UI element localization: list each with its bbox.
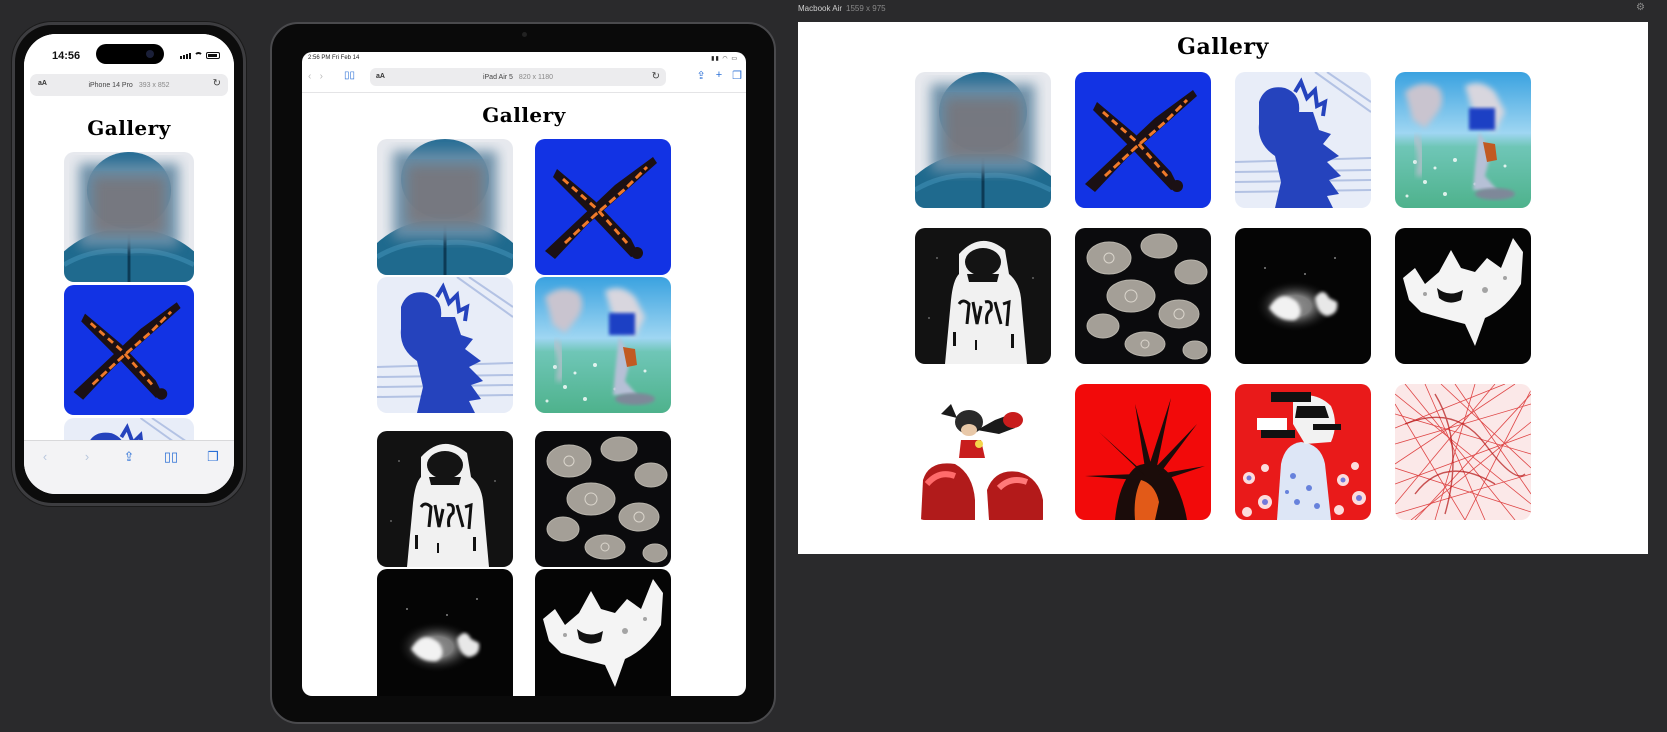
iphone-screen: 14:56 aA iPhone 14 Pro 393 x 852 ↻ Galle… [24, 34, 234, 494]
url-dims: 820 x 1180 [518, 73, 554, 81]
signal-icon [180, 53, 191, 59]
gallery-image-white-ghost[interactable] [535, 569, 671, 696]
gallery-image-red-collage[interactable] [1235, 384, 1371, 520]
macbook-label: Macbook Air 1559 x 975 [798, 4, 886, 13]
ipad-safari-bar: ‹ › ▯▯ aA iPad Air 5 820 x 1180 ↻ ⇪ + ❐ [302, 66, 746, 88]
gallery-image-hoodie-bw[interactable] [915, 228, 1051, 364]
url-dims: 393 x 852 [138, 81, 170, 89]
back-forward-icons[interactable]: ‹ › [308, 71, 323, 82]
status-time: 2:56 PM Fri Feb 14 [308, 55, 360, 61]
reload-icon[interactable]: ↻ [212, 78, 221, 89]
tabs-icon[interactable]: ❐ [207, 449, 219, 464]
reader-aa-button[interactable]: aA [376, 73, 385, 80]
gallery-image-blurred-portrait[interactable] [64, 152, 194, 282]
gallery-image-blurred-portrait[interactable] [377, 139, 513, 275]
new-tab-icon[interactable]: + [715, 69, 723, 81]
iphone-frame: 14:56 aA iPhone 14 Pro 393 x 852 ↻ Galle… [12, 22, 246, 506]
gallery-image-white-glow[interactable] [377, 569, 513, 696]
gallery-image-hoodie-bw[interactable] [377, 431, 513, 567]
gallery-image-white-ghost[interactable] [1395, 228, 1531, 364]
wifi-icon [194, 52, 203, 59]
ipad-page: Gallery [302, 92, 746, 696]
dynamic-island [96, 44, 164, 64]
page-title: Gallery [482, 103, 566, 127]
gallery-image-jellyfish[interactable] [1075, 228, 1211, 364]
device-dims: 1559 x 975 [846, 4, 886, 13]
sidebar-icon[interactable]: ▯▯ [344, 70, 356, 81]
gallery-image-blue-silhouette[interactable] [377, 277, 513, 413]
gallery-image-blue-bird[interactable] [535, 139, 671, 275]
gallery-image-robot-legs[interactable] [915, 384, 1051, 520]
iphone-page: Gallery [24, 104, 234, 440]
share-icon[interactable]: ⇪ [123, 449, 135, 464]
gallery-image-red-scribble[interactable] [1395, 384, 1531, 520]
settings-icon[interactable]: ⚙ [1636, 2, 1645, 13]
address-bar[interactable]: aA iPad Air 5 820 x 1180 ↻ [370, 68, 666, 86]
ipad-frame: 2:56 PM Fri Feb 14 ▮▮ ◠ ▭ ‹ › ▯▯ aA iPad… [270, 22, 776, 724]
battery-icon [206, 52, 220, 59]
back-icon[interactable]: ‹ [42, 449, 48, 464]
gallery-image-jellyfish[interactable] [535, 431, 671, 567]
gallery-image-blue-bird[interactable] [64, 285, 194, 415]
gallery-image-blurred-portrait[interactable] [915, 72, 1051, 208]
gallery-image-sky-skater[interactable] [1395, 72, 1531, 208]
url-label: iPad Air 5 [482, 73, 513, 81]
gallery-grid [915, 72, 1531, 520]
share-icon[interactable]: ⇪ [696, 70, 706, 82]
address-bar[interactable]: aA iPhone 14 Pro 393 x 852 ↻ [30, 74, 228, 96]
ipad-status-bar: 2:56 PM Fri Feb 14 ▮▮ ◠ ▭ [302, 52, 746, 66]
gallery-image-blue-bird[interactable] [1075, 72, 1211, 208]
safari-toolbar: ‹ › ⇪ ▯▯ ❐ [24, 440, 234, 494]
macbook-screen: Gallery [798, 22, 1648, 554]
gallery-image-white-glow[interactable] [1235, 228, 1371, 364]
reader-aa-button[interactable]: aA [38, 80, 47, 87]
status-icons [180, 52, 220, 59]
tabs-icon[interactable]: ❐ [732, 70, 742, 82]
gallery-image-sky-skater[interactable] [535, 277, 671, 413]
iphone-status-bar: 14:56 [24, 34, 234, 74]
reload-icon[interactable]: ↻ [651, 71, 660, 82]
gallery-image-red-spike[interactable] [1075, 384, 1211, 520]
page-title: Gallery [87, 116, 171, 140]
ipad-screen: 2:56 PM Fri Feb 14 ▮▮ ◠ ▭ ‹ › ▯▯ aA iPad… [302, 52, 746, 696]
ipad-actions: ⇪ + ❐ [696, 69, 742, 82]
page-title: Gallery [1177, 34, 1269, 60]
url-label: iPhone 14 Pro [88, 81, 133, 89]
forward-icon[interactable]: › [84, 449, 90, 464]
gallery-grid [377, 139, 671, 696]
status-icons: ▮▮ ◠ ▭ [711, 56, 738, 62]
device-name: Macbook Air [798, 4, 843, 13]
camera-icon [522, 32, 527, 37]
status-time: 14:56 [52, 50, 81, 62]
gallery-list [24, 152, 234, 440]
gallery-image-blue-silhouette[interactable] [1235, 72, 1371, 208]
bookmarks-icon[interactable]: ▯▯ [163, 449, 179, 464]
gallery-image-blue-silhouette[interactable] [64, 418, 194, 440]
